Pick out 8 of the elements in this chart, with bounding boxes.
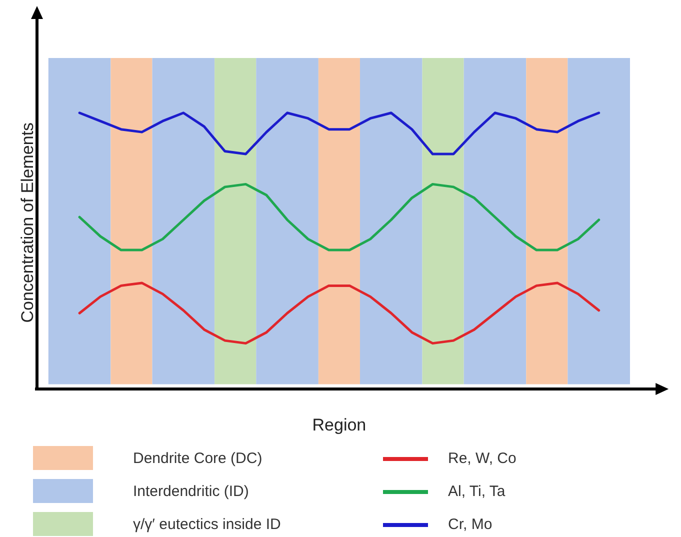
legend-label: Al, Ti, Ta [448,483,506,500]
x-axis-title: Region [312,415,366,434]
text: γ/γ′ eutectics inside ID [133,516,281,532]
text: Dendrite Core (DC) [133,450,262,466]
text: Interdendritic (ID) [133,482,249,500]
legend-label: Cr, Mo [448,516,492,533]
legend-label: Re, W, Co [448,450,516,467]
y-axis-title: Concentration of Elements [18,122,37,323]
